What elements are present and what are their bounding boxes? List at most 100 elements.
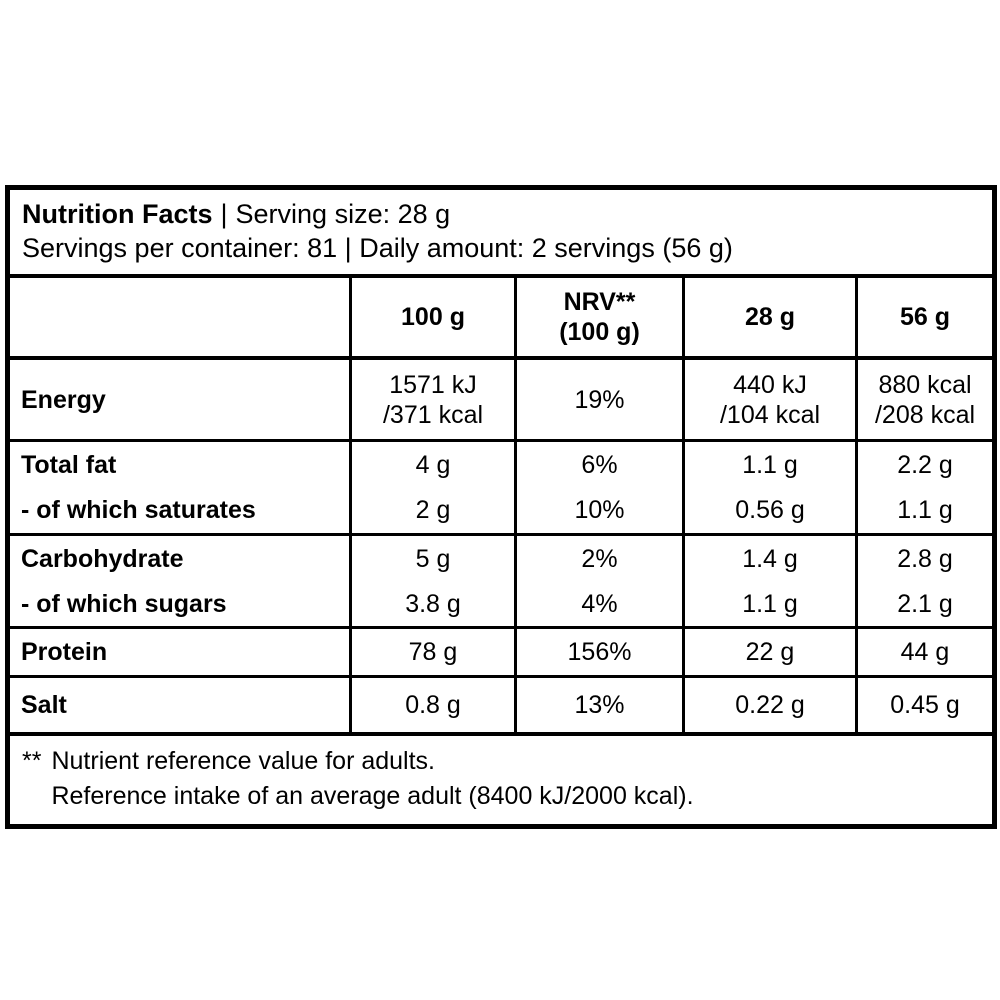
cell-saturates-100g-value: 2 g [415,496,451,524]
cell-salt-100g-value: 0.8 g [405,691,461,719]
row-label-protein-text: Protein [21,638,108,666]
cell-total-fat-28g-value: 1.1 g [742,450,798,479]
cell-energy-nrv-pct: 19% [574,385,625,414]
cell-carbohydrate-nrv-pct: 2% [581,544,618,573]
cell-carbohydrate-28g: 1.4 g [682,536,855,581]
footnote: ** Nutrient reference value for adults. … [10,736,992,824]
row-label-carbohydrate: Carbohydrate [10,536,349,581]
column-header-empty [10,278,349,356]
cell-protein-28g: 22 g [682,629,855,675]
cell-energy-28g: 440 kJ /104 kcal [682,360,855,439]
cell-protein-56g-value: 44 g [900,638,950,666]
cell-total-fat-nrv: 6% [514,442,682,487]
cell-saturates-nrv: 10% [514,487,682,533]
footnote-line-2: Reference intake of an average adult (84… [51,782,694,810]
cell-salt-nrv-pct: 13% [574,691,625,719]
row-label-carbohydrate-text: Carbohydrate [21,544,184,573]
cell-protein-nrv: 156% [514,629,682,675]
title-separator: | [220,199,228,229]
cell-total-fat-100g-value: 4 g [415,450,451,479]
table-row-energy: Energy 1571 kJ /371 kcal 19% 440 kJ /104… [10,360,992,442]
cell-protein-nrv-pct: 156% [567,638,632,666]
cell-protein-100g: 78 g [349,629,514,675]
column-header-nrv: NRV** (100 g) [514,278,682,356]
cell-sugars-100g: 3.8 g [349,581,514,626]
cell-energy-56g-kcal: /208 kcal [874,400,976,429]
table-row-saturates: - of which saturates 2 g 10% 0.56 g 1.1 … [10,487,992,536]
cell-carbohydrate-100g-value: 5 g [415,544,451,573]
row-label-saturates: - of which saturates [10,487,349,533]
table-row-protein: Protein 78 g 156% 22 g 44 g [10,629,992,678]
column-header-nrv-line1: NRV** [563,288,636,316]
row-label-protein: Protein [10,629,349,675]
cell-carbohydrate-56g-value: 2.8 g [897,544,953,573]
cell-energy-nrv: 19% [514,360,682,439]
cell-salt-56g: 0.45 g [855,678,992,732]
cell-salt-56g-value: 0.45 g [890,691,960,719]
servings-per-container-text: Servings per container: 81 | Daily amoun… [22,233,733,263]
row-label-salt-text: Salt [21,691,67,719]
cell-total-fat-56g: 2.2 g [855,442,992,487]
cell-sugars-nrv-pct: 4% [581,589,618,618]
cell-saturates-28g-value: 0.56 g [735,496,805,524]
cell-saturates-100g: 2 g [349,487,514,533]
cell-sugars-28g: 1.1 g [682,581,855,626]
cell-salt-nrv: 13% [514,678,682,732]
cell-carbohydrate-56g: 2.8 g [855,536,992,581]
cell-carbohydrate-28g-value: 1.4 g [742,544,798,573]
row-label-sugars: - of which sugars [10,581,349,626]
row-label-total-fat-text: Total fat [21,450,117,479]
column-header-28g: 28 g [682,278,855,356]
cell-sugars-56g: 2.1 g [855,581,992,626]
header-line-1: Nutrition Facts | Serving size: 28 g [22,197,980,231]
row-label-energy-text: Energy [21,385,106,414]
cell-sugars-56g-value: 2.1 g [897,589,953,618]
cell-total-fat-28g: 1.1 g [682,442,855,487]
cell-carbohydrate-nrv: 2% [514,536,682,581]
cell-salt-28g: 0.22 g [682,678,855,732]
cell-salt-100g: 0.8 g [349,678,514,732]
cell-energy-100g: 1571 kJ /371 kcal [349,360,514,439]
cell-carbohydrate-100g: 5 g [349,536,514,581]
cell-protein-56g: 44 g [855,629,992,675]
cell-sugars-nrv: 4% [514,581,682,626]
cell-energy-56g-kj: 880 kcal [878,370,972,399]
footnote-text: Nutrient reference value for adults. Ref… [51,744,693,814]
cell-energy-100g-kcal: /371 kcal [382,400,484,429]
column-header-56g: 56 g [855,278,992,356]
cell-salt-28g-value: 0.22 g [735,691,805,719]
serving-size-text: Serving size: 28 g [235,199,451,229]
cell-energy-28g-kj: 440 kJ [733,370,807,399]
table-row-salt: Salt 0.8 g 13% 0.22 g 0.45 g [10,678,992,736]
column-header-100g-label: 100 g [401,303,465,331]
header-line-2: Servings per container: 81 | Daily amoun… [22,231,980,265]
cell-sugars-100g-value: 3.8 g [405,589,461,618]
cell-saturates-56g-value: 1.1 g [897,496,953,524]
cell-saturates-56g: 1.1 g [855,487,992,533]
label-title: Nutrition Facts [22,199,213,229]
column-header-100g: 100 g [349,278,514,356]
cell-energy-100g-kj: 1571 kJ [389,370,477,399]
cell-protein-100g-value: 78 g [408,638,458,666]
cell-total-fat-100g: 4 g [349,442,514,487]
column-header-nrv-line2: (100 g) [559,318,640,346]
cell-sugars-28g-value: 1.1 g [742,589,798,618]
table-header: Nutrition Facts | Serving size: 28 g Servi… [10,190,992,278]
column-header-row: 100 g NRV** (100 g) 28 g 56 g [10,278,992,360]
cell-protein-28g-value: 22 g [745,638,795,666]
cell-total-fat-56g-value: 2.2 g [897,450,953,479]
row-label-energy: Energy [10,360,349,439]
nutrition-facts-table: Nutrition Facts | Serving size: 28 g Servi… [5,185,997,829]
column-header-28g-label: 28 g [744,303,796,331]
cell-energy-56g: 880 kcal /208 kcal [855,360,992,439]
table-row-sugars: - of which sugars 3.8 g 4% 1.1 g 2.1 g [10,581,992,629]
cell-saturates-28g: 0.56 g [682,487,855,533]
cell-saturates-nrv-pct: 10% [574,496,625,524]
column-header-56g-label: 56 g [899,303,951,331]
row-label-total-fat: Total fat [10,442,349,487]
footnote-marker: ** [22,747,42,775]
cell-energy-28g-kcal: /104 kcal [719,400,821,429]
row-label-sugars-text: - of which sugars [21,589,227,618]
table-row-total-fat: Total fat 4 g 6% 1.1 g 2.2 g [10,442,992,487]
row-label-salt: Salt [10,678,349,732]
